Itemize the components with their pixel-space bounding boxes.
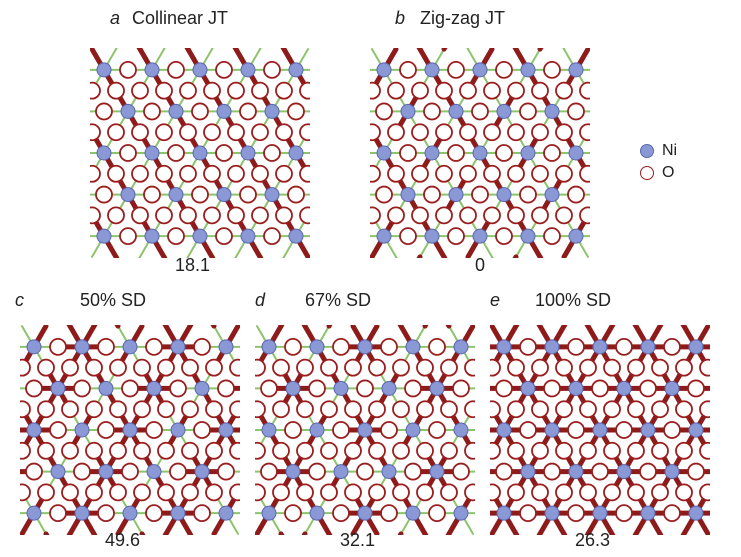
panel-c <box>20 325 240 535</box>
legend-ni: Ni <box>640 142 677 160</box>
panel-value-c: 49.6 <box>105 530 140 551</box>
legend: Ni O <box>640 142 677 186</box>
panel-value-d: 32.1 <box>340 530 375 551</box>
panel-title-b: Zig-zag JT <box>420 8 505 29</box>
o-icon <box>640 166 654 180</box>
legend-o: O <box>640 164 677 182</box>
figure-canvas: a Collinear JT b Zig-zag JT 18.1 0 c 50%… <box>0 0 741 557</box>
panel-letter-b: b <box>395 8 405 29</box>
panel-b <box>370 48 590 258</box>
panel-title-d: 67% SD <box>305 290 371 311</box>
legend-ni-label: Ni <box>662 142 677 160</box>
panel-e <box>490 325 710 535</box>
panel-value-a: 18.1 <box>175 255 210 276</box>
panel-value-b: 0 <box>475 255 485 276</box>
panel-a <box>90 48 310 258</box>
panel-letter-c: c <box>15 290 24 311</box>
panel-value-e: 26.3 <box>575 530 610 551</box>
ni-icon <box>640 144 654 158</box>
panel-title-c: 50% SD <box>80 290 146 311</box>
panel-title-e: 100% SD <box>535 290 611 311</box>
panel-d <box>255 325 475 535</box>
panel-letter-a: a <box>110 8 120 29</box>
panel-letter-e: e <box>490 290 500 311</box>
panel-letter-d: d <box>255 290 265 311</box>
legend-o-label: O <box>662 164 674 182</box>
panel-title-a: Collinear JT <box>132 8 228 29</box>
